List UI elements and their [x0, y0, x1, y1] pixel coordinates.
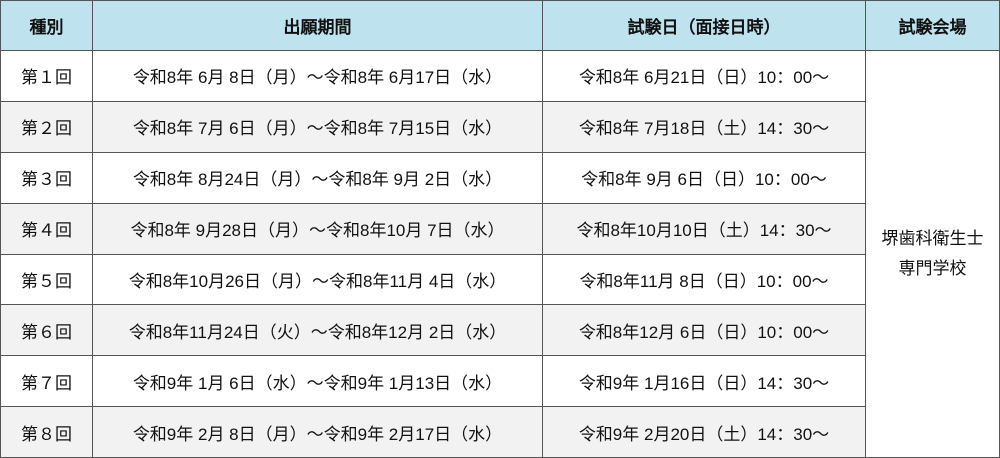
cell-exam-date: 令和8年10月10日（土）14：30～: [542, 202, 866, 255]
cell-type: 第６回: [0, 304, 93, 357]
cell-type: 第４回: [0, 202, 93, 255]
header-type: 種別: [0, 0, 93, 51]
cell-period: 令和8年11月24日（火）～令和8年12月 2日（水）: [92, 304, 543, 357]
cell-exam-date: 令和8年11月 8日（日）10：00～: [542, 253, 866, 306]
table-row: 第２回 令和8年 7月 6日（月）～令和8年 7月15日（水） 令和8年 7月18日…: [0, 100, 1000, 153]
venue-line-2: 専門学校: [898, 259, 967, 278]
cell-exam-date: 令和8年 6月21日（日）10：00～: [542, 50, 866, 102]
table-row: 第６回 令和8年11月24日（火）～令和8年12月 2日（水） 令和8年12月 6日…: [0, 304, 1000, 357]
table-row: 第７回 令和9年 1月 6日（水）～令和9年 1月13日（水） 令和9年 1月16日…: [0, 355, 1000, 408]
cell-exam-date: 令和9年 1月16日（日）14：30～: [542, 355, 866, 408]
cell-period: 令和8年 6月 8日（月）～令和8年 6月17日（水）: [92, 50, 543, 102]
table-row: 第４回 令和8年 9月28日（月）～令和8年10月 7日（水） 令和8年10月10日…: [0, 202, 1000, 255]
cell-exam-date: 令和9年 2月20日（土）14：30～: [542, 406, 866, 458]
cell-exam-date: 令和8年 7月18日（土）14：30～: [542, 100, 866, 153]
cell-type: 第７回: [0, 355, 93, 408]
cell-type: 第３回: [0, 151, 93, 204]
cell-type: 第２回: [0, 100, 93, 153]
cell-period: 令和8年 7月 6日（月）～令和8年 7月15日（水）: [92, 100, 543, 153]
cell-type: 第１回: [0, 50, 93, 102]
cell-period: 令和9年 1月 6日（水）～令和9年 1月13日（水）: [92, 355, 543, 408]
cell-type: 第５回: [0, 253, 93, 306]
table-row: 第１回 令和8年 6月 8日（月）～令和8年 6月17日（水） 令和8年 6月21日…: [0, 50, 1000, 458]
header-exam-date: 試験日（面接日時）: [542, 0, 866, 51]
cell-venue: 堺歯科衛生士 専門学校: [865, 50, 1000, 458]
cell-period: 令和8年10月26日（月）～令和8年11月 4日（水）: [92, 253, 543, 306]
header-venue: 試験会場: [865, 0, 1000, 51]
cell-type: 第８回: [0, 406, 93, 458]
cell-exam-date: 令和8年 9月 6日（日）10：00～: [542, 151, 866, 204]
table-row: 第３回 令和8年 8月24日（月）～令和8年 9月 2日（水） 令和8年 9月 6日…: [0, 151, 1000, 204]
cell-exam-date: 令和8年12月 6日（日）10：00～: [542, 304, 866, 357]
table-row: 第５回 令和8年10月26日（月）～令和8年11月 4日（水） 令和8年11月 8日…: [0, 253, 1000, 306]
cell-period: 令和8年 9月28日（月）～令和8年10月 7日（水）: [92, 202, 543, 255]
venue-line-1: 堺歯科衛生士: [881, 229, 984, 248]
header-row: 種別 出願期間 試験日（面接日時） 試験会場: [0, 0, 1000, 51]
cell-period: 令和8年 8月24日（月）～令和8年 9月 2日（水）: [92, 151, 543, 204]
cell-period: 令和9年 2月 8日（月）～令和9年 2月17日（水）: [92, 406, 543, 458]
header-period: 出願期間: [92, 0, 543, 51]
table-row: 第８回 令和9年 2月 8日（月）～令和9年 2月17日（水） 令和9年 2月20日…: [0, 406, 1000, 458]
